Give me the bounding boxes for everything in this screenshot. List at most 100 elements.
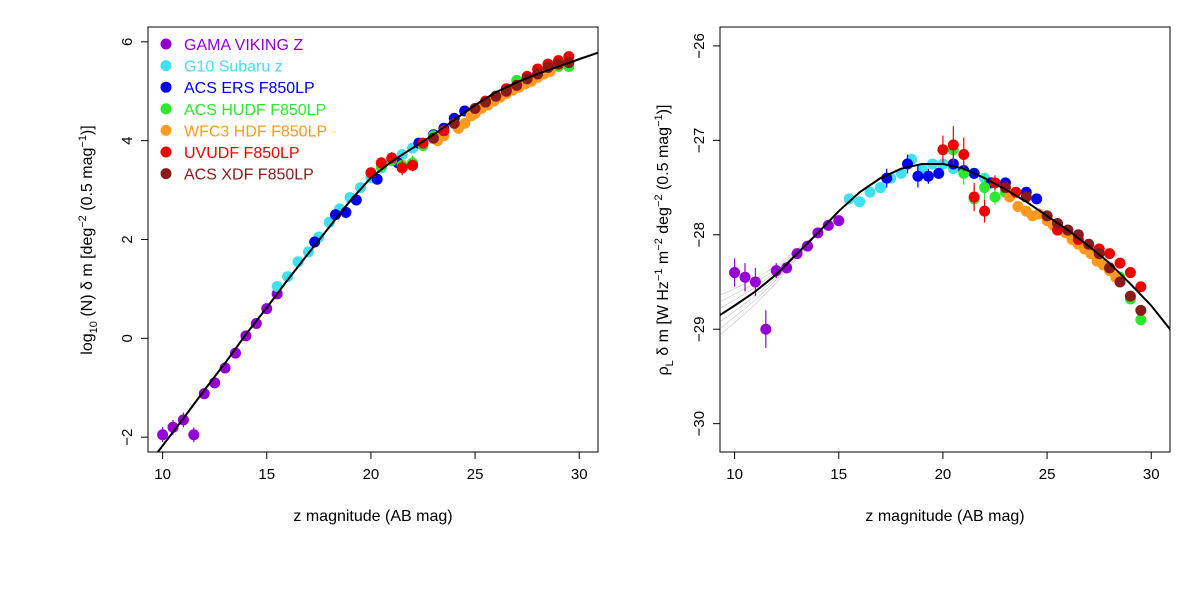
y-tick-label: −2 xyxy=(119,429,136,446)
data-point xyxy=(881,172,893,184)
data-point xyxy=(407,159,419,171)
y-axis-title-part: −1 xyxy=(653,269,665,282)
y-tick-label: −26 xyxy=(691,33,708,58)
y-tick-label: −28 xyxy=(691,222,708,247)
y-tick-label: −27 xyxy=(691,128,708,153)
y-axis-title: log10 (N) δ m [deg−2 (0.5 mag−1)] xyxy=(77,125,100,354)
data-point xyxy=(1114,257,1126,269)
legend-marker xyxy=(160,103,172,115)
data-point xyxy=(874,182,886,194)
legend-marker xyxy=(160,124,172,136)
y-axis-title-part: (0.5 mag xyxy=(655,127,672,195)
data-point xyxy=(396,162,408,174)
y-tick-label: −30 xyxy=(691,411,708,436)
data-point xyxy=(781,262,793,274)
data-point xyxy=(770,265,782,277)
y-tick-label: 0 xyxy=(119,334,136,342)
y-axis-title-part: (0.5 mag xyxy=(79,148,96,216)
model-fit-line xyxy=(156,51,598,452)
model-uncertainty-line xyxy=(720,232,819,303)
y-tick-label: −29 xyxy=(691,316,708,341)
x-tick-label: 15 xyxy=(830,466,847,483)
y-axis-title-part: )] xyxy=(79,125,96,135)
series-wfc3-hdf-f850lp xyxy=(1004,191,1122,283)
data-point xyxy=(198,388,210,400)
x-tick-label: 25 xyxy=(1039,466,1056,483)
data-point xyxy=(1072,229,1084,241)
series-acs-hudf-f850lp xyxy=(947,138,1147,326)
y-axis-title-part: m xyxy=(655,251,672,269)
data-point xyxy=(729,267,741,279)
y-axis-title-part: δ m [W Hz xyxy=(655,281,672,360)
x-tick-label: 25 xyxy=(467,466,484,483)
series-acs-xdf-f850lp xyxy=(999,182,1147,316)
legend-marker xyxy=(160,146,172,158)
x-tick-label: 10 xyxy=(726,466,743,483)
legend-label: UVUDF F850LP xyxy=(184,145,300,162)
legend-label: G10 Subaru z xyxy=(184,59,283,76)
data-point xyxy=(157,429,169,441)
legend-marker xyxy=(160,60,172,72)
legend-marker xyxy=(160,38,172,50)
data-point xyxy=(469,103,481,115)
y-tick-label: 6 xyxy=(119,38,136,46)
y-tick-label: 2 xyxy=(119,235,136,243)
data-point xyxy=(309,236,321,248)
data-point xyxy=(438,125,450,137)
data-point xyxy=(979,205,991,217)
data-point xyxy=(739,271,751,283)
data-point xyxy=(1135,304,1147,316)
y-axis-title-part: log xyxy=(79,333,96,354)
y-axis-title-part: −2 xyxy=(653,238,665,251)
series-gama-viking-z xyxy=(729,215,845,349)
data-point xyxy=(350,194,362,206)
legend-label: ACS ERS F850LP xyxy=(184,80,315,97)
y-axis-title-part: −2 xyxy=(653,195,665,208)
data-point xyxy=(749,276,761,288)
legend-label: WFC3 HDF F850LP xyxy=(184,123,327,140)
model-uncertainty-line xyxy=(720,232,819,296)
y-axis-title-part: −2 xyxy=(77,215,89,228)
x-tick-label: 30 xyxy=(1143,466,1160,483)
legend: GAMA VIKING Z G10 Subaru z ACS ERS F850LP A… xyxy=(160,37,327,184)
data-point xyxy=(230,347,241,359)
data-point xyxy=(864,186,876,198)
x-tick-label: 20 xyxy=(935,466,952,483)
data-point xyxy=(989,191,1001,203)
x-axis-title: z magnitude (AB mag) xyxy=(865,508,1024,525)
data-point xyxy=(1135,281,1147,293)
y-axis-title-part: L xyxy=(664,360,676,366)
data-point xyxy=(250,318,262,330)
data-point xyxy=(933,167,945,179)
data-point xyxy=(958,149,970,160)
data-point xyxy=(912,170,924,182)
data-point xyxy=(1012,200,1024,212)
x-axis-title: z magnitude (AB mag) xyxy=(293,508,452,525)
data-point xyxy=(833,215,845,227)
data-point xyxy=(188,429,200,441)
data-point xyxy=(922,170,934,182)
y-axis-title: ρL δ m [W Hz−1 m−2 deg−2 (0.5 mag−1)] xyxy=(653,105,676,376)
data-point xyxy=(1124,267,1136,279)
data-point xyxy=(843,193,855,205)
x-tick-label: 30 xyxy=(571,466,588,483)
y-axis-title-part: deg xyxy=(655,207,672,238)
data-point xyxy=(937,144,949,156)
y-axis-title-part: )] xyxy=(655,105,672,115)
data-point xyxy=(802,240,813,252)
data-point xyxy=(822,219,834,231)
data-point xyxy=(282,271,294,283)
y-axis-title-part: 10 xyxy=(88,321,100,333)
legend-marker xyxy=(160,81,172,93)
data-point xyxy=(1083,238,1095,250)
legend-label: GAMA VIKING Z xyxy=(184,37,303,54)
data-point xyxy=(1104,248,1116,260)
data-point xyxy=(1031,193,1043,205)
right-panel-luminosity-density: 10 15 20 25 30 −30 −29 −28 −27 −26 z magnitude (AB… xyxy=(653,26,1171,525)
legend-marker xyxy=(160,168,172,180)
x-tick-label: 10 xyxy=(154,466,171,483)
data-point xyxy=(1124,290,1136,302)
data-point xyxy=(1135,314,1147,326)
